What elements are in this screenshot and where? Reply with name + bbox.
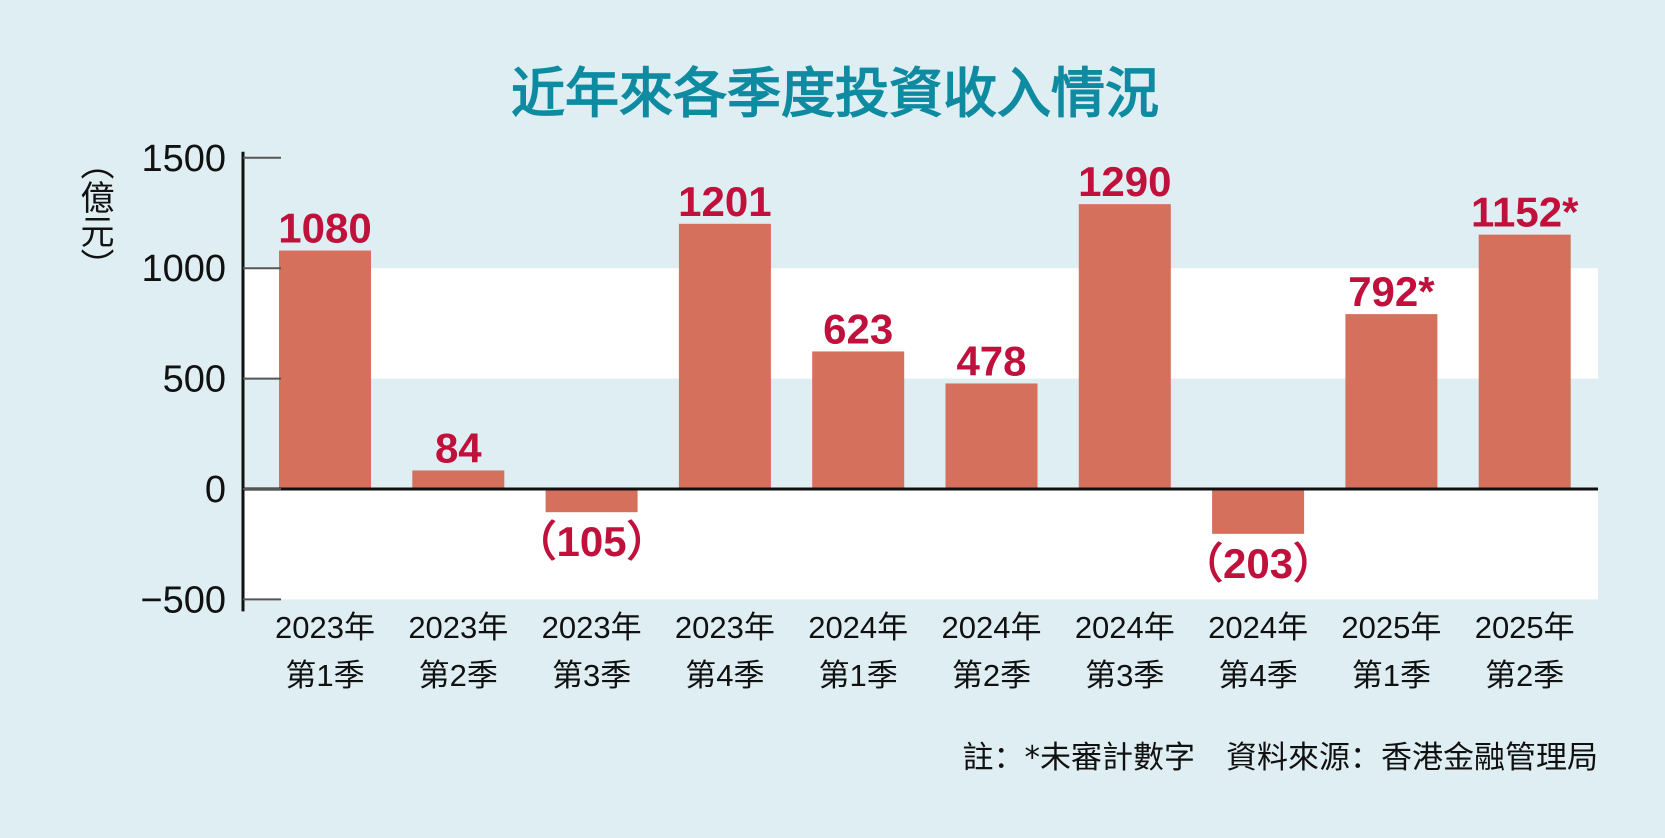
x-tick-year-2: 2023年: [408, 610, 508, 645]
chart-title: 近年來各季度投資收入情況: [511, 62, 1159, 125]
bar-8: [1212, 489, 1305, 534]
x-tick-quarter-1: 第1季: [285, 658, 364, 693]
y-tick-label-2: 1000: [141, 248, 226, 290]
x-tick-quarter-7: 第3季: [1085, 658, 1164, 693]
bar-6: [945, 383, 1038, 489]
y-tick-label-5: −500: [140, 579, 226, 621]
y-tick-label-3: 500: [163, 359, 226, 401]
data-label-8: （203）: [1181, 540, 1335, 587]
x-tick-quarter-6: 第2季: [952, 658, 1031, 693]
data-label-1: 1080: [278, 205, 371, 252]
x-tick-quarter-10: 第2季: [1485, 658, 1564, 693]
x-tick-year-8: 2024年: [1208, 610, 1308, 645]
x-tick-year-3: 2023年: [542, 610, 642, 645]
data-label-9: 792*: [1348, 268, 1435, 315]
footnote-source: 註：*未審計數字 資料來源：香港金融管理局: [963, 740, 1599, 776]
bar-3: [545, 489, 638, 513]
data-labels: 1080 84 （105） 1201 623 478 1290 （203） 792* 1152*: [278, 158, 1579, 587]
bar-9: [1345, 314, 1438, 489]
bar-10: [1478, 234, 1571, 489]
x-tick-quarter-3: 第3季: [552, 658, 631, 693]
x-tick-year-10: 2025年: [1475, 610, 1575, 645]
data-label-3: （105）: [515, 518, 669, 565]
bar-4: [678, 223, 771, 489]
data-label-10: 1152*: [1471, 189, 1579, 236]
data-label-5: 623: [823, 305, 893, 352]
x-tick-quarter-5: 第1季: [819, 658, 898, 693]
x-tick-year-7: 2024年: [1075, 610, 1175, 645]
bar-2: [412, 470, 505, 489]
bar-5: [812, 351, 905, 489]
x-tick-quarter-4: 第4季: [685, 658, 764, 693]
x-tick-year-9: 2025年: [1341, 610, 1441, 645]
x-tick-quarter-9: 第1季: [1352, 658, 1431, 693]
bars: [279, 204, 1571, 534]
y-tick-label-4: 0: [205, 469, 226, 511]
bar-1: [279, 250, 371, 489]
y-axis-unit-label: （億元）: [74, 146, 114, 282]
data-label-2: 84: [435, 424, 482, 471]
x-tick-quarter-2: 第2季: [419, 658, 498, 693]
x-tick-year-6: 2024年: [942, 610, 1042, 645]
x-tick-year-1: 2023年: [275, 610, 375, 645]
bar-7: [1078, 204, 1171, 489]
y-tick-label-1: 1500: [141, 138, 226, 180]
x-tick-quarter-8: 第4季: [1218, 658, 1297, 693]
data-label-6: 478: [956, 337, 1026, 384]
y-ticks: 1500 1000 500 0 −500: [140, 138, 281, 621]
x-tick-year-5: 2024年: [808, 610, 908, 645]
band-0-neg500: [243, 489, 1598, 600]
data-label-7: 1290: [1078, 158, 1171, 205]
x-tick-year-4: 2023年: [675, 610, 775, 645]
data-label-4: 1201: [678, 178, 771, 225]
axes: [241, 151, 1598, 612]
